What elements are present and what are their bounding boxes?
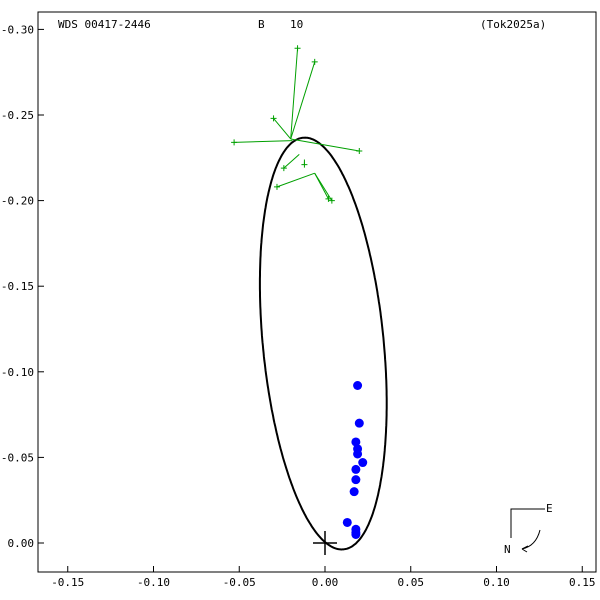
measure-dot-point [351,529,361,539]
measure-dot-point [349,487,359,497]
residual-line [276,172,315,188]
y-tick-label: -0.10 [1,366,34,379]
compass-east-arm [510,508,545,538]
orbit-layer [258,136,388,551]
measure-dot-point [358,458,368,468]
measure-dot-point [353,380,363,390]
y-tick-label: -0.15 [1,280,34,293]
component-label: B [258,18,265,31]
measure-plus-point [270,115,277,122]
orbit-ellipse [258,136,388,551]
x-tick-label: 0.00 [312,576,339,589]
measure-plus-point [231,139,238,146]
measure-plus-point [273,183,280,190]
residual-line [273,118,292,140]
measure-plus-point [280,165,287,172]
residual-layer [231,45,363,204]
measure-dot-point [351,437,361,447]
measure-dot-point [342,517,352,527]
measure-dot-point [351,464,361,474]
y-tick-label: -0.05 [1,451,34,464]
x-tick-label: 0.10 [483,576,510,589]
measure-plus-point [294,45,301,52]
primary-star-cross [313,531,337,555]
measure-plus-point [328,197,335,204]
measure-plus-point [311,58,318,65]
measure-plus-point [301,161,308,168]
measure-dot-point [353,449,363,459]
compass-arrowhead [521,545,529,553]
grade-label: 10 [290,18,303,31]
x-tick-label: 0.15 [569,576,596,589]
residual-line [290,48,299,140]
measure-plus-point [356,147,363,154]
compass-east-label: E [546,502,553,515]
axis-ticks: -0.15 -0.10 -0.05 0.00 0.05 0.10 0.15 -0.30 -0.2… [1,23,596,589]
measure-dot-point [351,475,361,485]
y-tick-label: -0.25 [1,109,34,122]
x-tick-label: -0.05 [223,576,256,589]
y-tick-label: 0.00 [8,537,35,550]
reference-label: (Tok2025a) [480,18,546,31]
residual-line [234,140,293,143]
points-layer [342,380,368,539]
plot-frame [37,11,597,573]
wds-identifier: WDS 00417-2446 [58,18,151,31]
compass: E N [504,502,553,556]
measure-dot-point [354,418,364,428]
x-tick-label: -0.15 [51,576,84,589]
residual-line [314,172,333,201]
residual-line [283,154,300,169]
x-tick-label: 0.05 [398,576,425,589]
residual-line [290,138,360,152]
residual-line [290,61,316,140]
x-tick-label: -0.10 [137,576,170,589]
primary-star-marker [313,531,337,555]
compass-north-label: N [504,543,511,556]
y-tick-label: -0.20 [1,195,34,208]
y-tick-label: -0.30 [1,23,34,36]
